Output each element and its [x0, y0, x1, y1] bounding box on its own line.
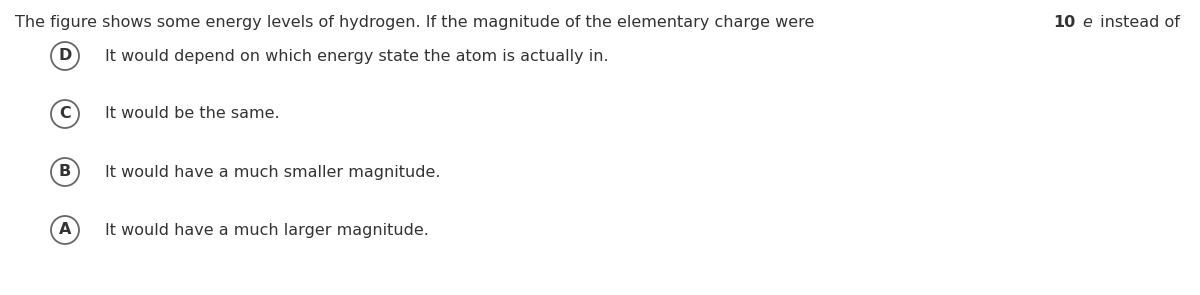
Text: instead of: instead of: [1094, 15, 1184, 30]
Text: The figure shows some energy levels of hydrogen. If the magnitude of the element: The figure shows some energy levels of h…: [14, 15, 820, 30]
Text: It would depend on which energy state the atom is actually in.: It would depend on which energy state th…: [106, 48, 608, 63]
Text: D: D: [59, 48, 72, 63]
Text: A: A: [59, 222, 71, 237]
Text: B: B: [59, 165, 71, 179]
Ellipse shape: [50, 100, 79, 128]
Text: C: C: [59, 106, 71, 122]
Text: e: e: [1081, 15, 1092, 30]
Text: It would be the same.: It would be the same.: [106, 106, 280, 122]
Text: 10: 10: [1054, 15, 1075, 30]
Ellipse shape: [50, 216, 79, 244]
Ellipse shape: [50, 158, 79, 186]
Text: It would have a much smaller magnitude.: It would have a much smaller magnitude.: [106, 165, 440, 179]
Ellipse shape: [50, 42, 79, 70]
Text: It would have a much larger magnitude.: It would have a much larger magnitude.: [106, 222, 428, 237]
